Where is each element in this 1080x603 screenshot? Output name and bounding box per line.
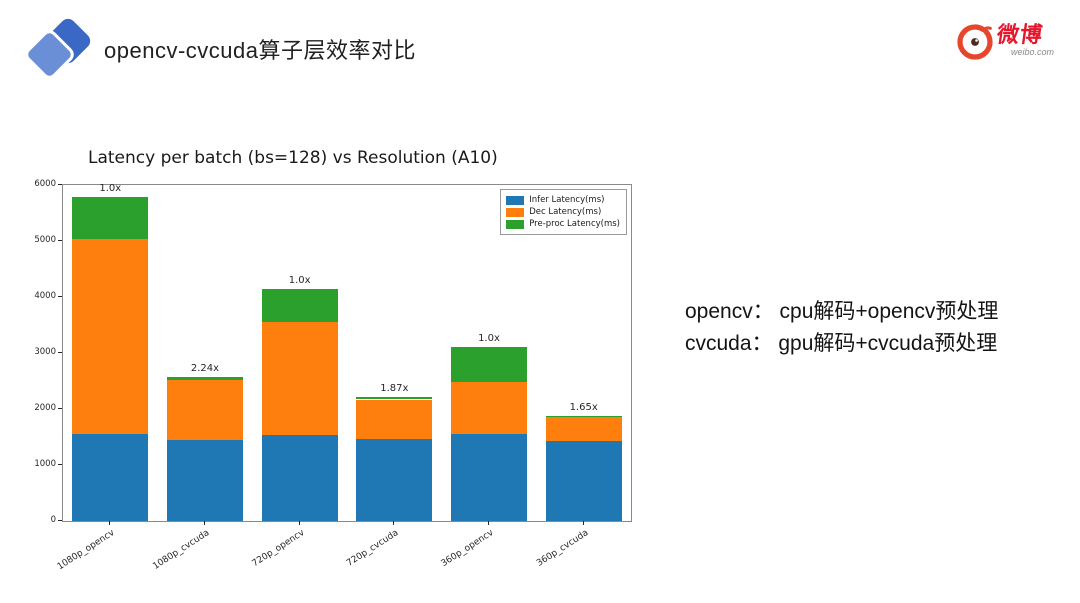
x-axis-tick-mark [393,521,395,525]
y-axis-tick-mark [58,296,62,297]
bar-segment-360p_opencv [451,382,527,435]
x-axis-tick-label: 720p_opencv [250,528,307,570]
chart-legend: Infer Latency(ms) Dec Latency(ms) Pre-proc… [500,189,627,235]
bar-segment-1080p_cvcuda [167,376,243,381]
y-axis-tick-label: 6000 [34,179,56,189]
note-cvcuda: cvcuda： gpu解码+cvcuda预处理 [685,331,998,355]
plot-area: 1.0x 2.24x 1.0x 1.87x 1.0x 1.65x Infer Latency… [62,183,632,522]
y-axis-tick-mark [58,408,62,409]
bar-segment-720p_opencv [261,322,338,436]
bar-segment-720p_opencv [261,435,338,521]
bar-segment-360p_cvcuda [545,440,622,521]
bar-segment-720p_cvcuda [356,396,433,400]
weibo-eye-icon [957,24,993,65]
y-axis-tick-mark [58,464,62,465]
y-axis-tick-label: 5000 [34,235,56,245]
legend-label: Pre-proc Latency(ms) [529,219,620,229]
legend-item: Dec Latency(ms) [506,207,620,217]
legend-label: Dec Latency(ms) [529,207,602,217]
slide-logo-icon [21,15,94,83]
y-axis-tick-mark [58,184,62,185]
bar-segment-720p_opencv [261,288,338,323]
y-axis-tick-mark [58,240,62,241]
x-axis-tick-label: 360p_cvcuda [534,528,591,569]
weibo-brand-text: 微博 [995,22,1045,47]
bar-segment-360p_opencv [451,434,527,521]
legend-item: Infer Latency(ms) [506,195,620,205]
y-axis-tick-mark [58,352,62,353]
bar-segment-1080p_cvcuda [167,439,243,521]
slide-title: opencv-cvcuda算子层效率对比 [104,38,416,63]
notes-block: opencv： cpu解码+opencv预处理 cvcuda： gpu解码+cv… [685,296,998,359]
bar-segment-360p_cvcuda [545,415,622,418]
y-axis-tick-label: 3000 [34,347,56,357]
x-axis-tick-mark [204,521,205,525]
x-axis-tick-mark [298,521,300,525]
weibo-logo: 微博 weibo.com [957,22,1054,65]
bar-segment-360p_opencv [451,347,527,383]
bar-segment-360p_cvcuda [545,417,622,441]
y-axis-tick-label: 2000 [34,403,56,413]
bar-segment-720p_cvcuda [356,438,433,521]
y-axis-tick-mark [58,520,62,521]
weibo-wordmark: 微博 weibo.com [995,22,1054,57]
bar-speedup-label: 2.24x [190,362,220,374]
legend-swatch [506,219,525,229]
legend-label: Infer Latency(ms) [529,195,605,205]
bar-speedup-label: 1.0x [99,183,122,195]
bar-speedup-label: 1.87x [380,382,409,394]
y-axis-tick-label: 0 [50,515,56,525]
x-axis-tick-label: 1080p_cvcuda [151,528,212,572]
x-axis-tick-label: 720p_cvcuda [345,528,401,569]
x-axis-tick-mark [488,521,489,525]
legend-swatch [506,207,525,217]
y-axis-tick-label: 4000 [34,291,56,301]
bar-segment-1080p_opencv [72,434,149,521]
bar-segment-1080p_cvcuda [167,380,243,440]
bar-speedup-label: 1.0x [478,333,500,345]
weibo-domain-text: weibo.com [1010,47,1054,57]
y-axis-tick-label: 1000 [34,459,56,469]
bar-segment-1080p_opencv [72,239,149,435]
legend-item: Pre-proc Latency(ms) [506,219,620,229]
legend-swatch [506,195,525,205]
bar-segment-1080p_opencv [72,197,149,240]
bar-speedup-label: 1.0x [288,274,311,286]
x-axis-tick-label: 1080p_opencv [56,528,117,573]
note-opencv: opencv： cpu解码+opencv预处理 [685,300,999,323]
x-axis-tick-label: 360p_opencv [439,528,496,570]
latency-chart: Latency per batch (bs=128) vs Resolution… [30,146,680,586]
bar-speedup-label: 1.65x [569,401,598,413]
x-axis-tick-mark [582,521,584,525]
chart-title: Latency per batch (bs=128) vs Resolution… [88,148,498,168]
bar-segment-720p_cvcuda [356,399,433,439]
x-axis-tick-mark [109,521,111,525]
